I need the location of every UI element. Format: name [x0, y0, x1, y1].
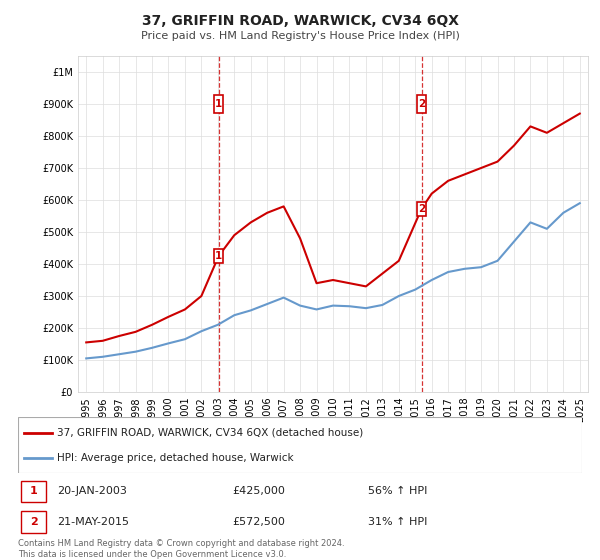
Text: 21-MAY-2015: 21-MAY-2015 — [58, 517, 130, 527]
Text: HPI: Average price, detached house, Warwick: HPI: Average price, detached house, Warw… — [58, 452, 294, 463]
Text: 37, GRIFFIN ROAD, WARWICK, CV34 6QX (detached house): 37, GRIFFIN ROAD, WARWICK, CV34 6QX (det… — [58, 428, 364, 438]
Text: £572,500: £572,500 — [232, 517, 285, 527]
Text: 2: 2 — [29, 517, 37, 527]
FancyBboxPatch shape — [21, 511, 46, 533]
FancyBboxPatch shape — [18, 417, 582, 473]
Text: Contains HM Land Registry data © Crown copyright and database right 2024.
This d: Contains HM Land Registry data © Crown c… — [18, 539, 344, 559]
Text: £425,000: £425,000 — [232, 487, 285, 496]
Text: 20-JAN-2003: 20-JAN-2003 — [58, 487, 127, 496]
Text: Price paid vs. HM Land Registry's House Price Index (HPI): Price paid vs. HM Land Registry's House … — [140, 31, 460, 41]
Text: 2: 2 — [418, 99, 425, 109]
Text: 1: 1 — [215, 99, 222, 109]
FancyBboxPatch shape — [214, 249, 223, 263]
FancyBboxPatch shape — [417, 202, 426, 216]
Text: 56% ↑ HPI: 56% ↑ HPI — [368, 487, 427, 496]
Text: 31% ↑ HPI: 31% ↑ HPI — [368, 517, 427, 527]
Text: 1: 1 — [29, 487, 37, 496]
FancyBboxPatch shape — [417, 95, 426, 113]
Text: 2: 2 — [418, 204, 425, 214]
Text: 37, GRIFFIN ROAD, WARWICK, CV34 6QX: 37, GRIFFIN ROAD, WARWICK, CV34 6QX — [142, 14, 458, 28]
FancyBboxPatch shape — [21, 480, 46, 502]
FancyBboxPatch shape — [214, 95, 223, 113]
Text: 1: 1 — [215, 251, 222, 261]
